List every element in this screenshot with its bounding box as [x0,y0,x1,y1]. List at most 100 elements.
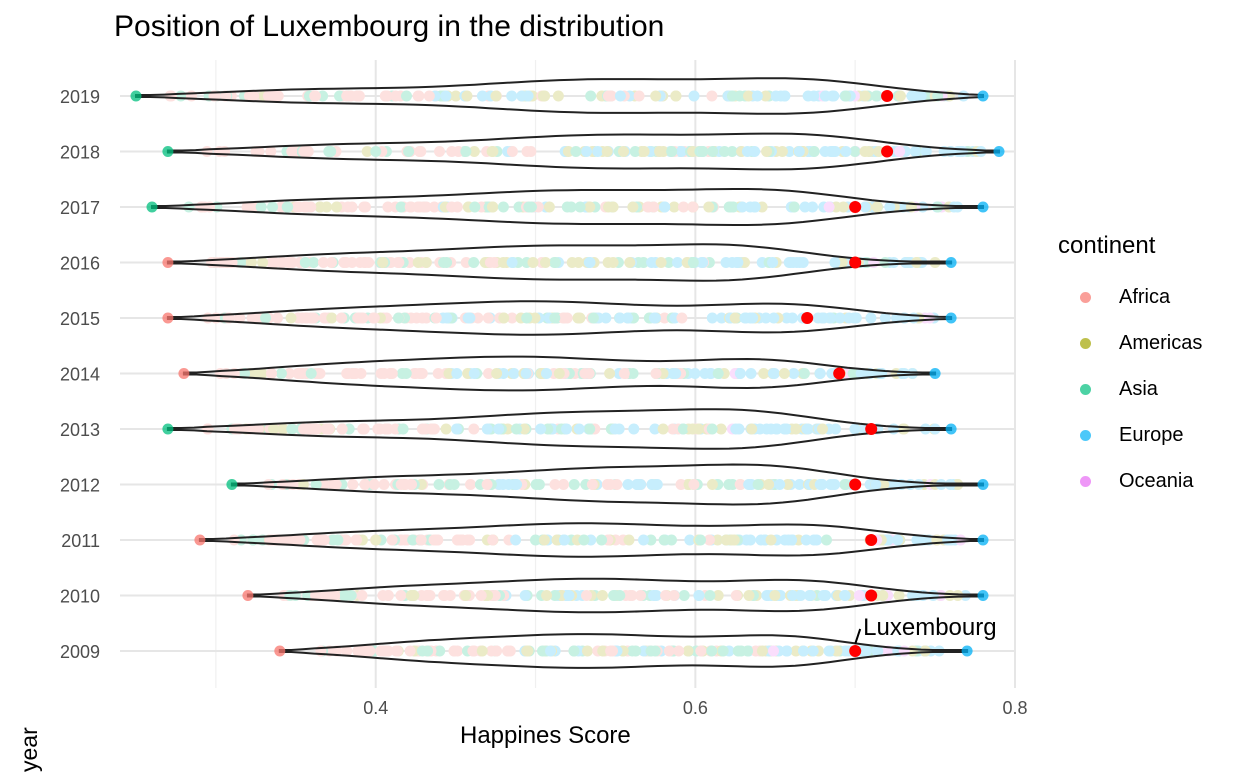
country-point [865,312,877,324]
country-point [476,645,488,657]
country-point [871,645,883,657]
legend-swatch [1080,337,1091,349]
country-point [739,312,751,324]
country-point [689,368,701,379]
country-point [460,146,472,157]
country-point [879,312,891,324]
country-point [688,479,700,490]
country-point [592,146,604,157]
country-point [291,201,303,213]
country-point [395,201,407,213]
country-point [452,645,463,657]
country-point [731,257,743,268]
country-point [521,312,533,324]
country-point [638,146,650,157]
min-country-point [178,368,190,379]
country-point [920,146,932,157]
country-point [907,368,918,379]
country-point [545,645,556,657]
country-point [814,368,826,379]
country-point [823,201,835,213]
luxembourg-point [865,589,878,602]
legend-swatch [1080,383,1091,395]
country-point [345,90,357,102]
country-point [440,90,452,102]
country-point [909,146,921,157]
country-point [468,368,480,379]
country-point [346,368,358,379]
country-point [743,90,754,102]
country-point [797,257,809,268]
country-point [704,590,716,601]
country-point [706,645,718,657]
country-point [286,423,298,435]
country-point [213,146,225,157]
country-point [823,645,835,657]
country-point [255,201,267,213]
min-country-point [162,423,174,435]
country-point [475,590,487,601]
country-point [386,368,398,379]
country-point [550,257,561,268]
country-point [483,368,495,379]
plot-area: 2009 2010 2011 2012 2013 2014 2015 2016 2017 2018… [60,60,1028,718]
country-point [790,423,802,435]
min-country-point [242,590,254,601]
y-axis-ticks: 2009 2010 2011 2012 2013 2014 2015 2016 2017 2018… [60,87,100,662]
country-point [411,312,423,324]
country-point [607,201,619,213]
country-point [301,201,313,213]
country-point [390,645,402,657]
y-axis-title: year [16,727,42,772]
x-axis-ticks: 0.4 0.6 0.8 [363,698,1027,718]
country-point [829,146,841,157]
country-point [716,312,728,324]
country-point [609,590,621,601]
country-point [250,146,262,157]
x-tick-label: 0.8 [1002,698,1027,718]
country-point [649,423,661,435]
country-point [260,312,272,324]
country-point [765,534,777,546]
legend-item: Africa [1058,274,1243,320]
country-point [395,590,407,601]
y-tick-label: 2018 [60,143,100,163]
country-point [717,645,729,657]
legend-title: continent [1058,232,1156,259]
country-point [518,423,530,435]
country-point [241,201,253,213]
country-point [490,90,502,102]
country-point [799,201,811,213]
country-point [308,257,320,268]
y-tick-label: 2015 [60,309,100,329]
country-point [778,368,790,379]
country-point [892,534,904,546]
country-point [341,645,353,657]
country-point [320,423,332,435]
country-point [468,257,480,268]
country-point [331,201,343,213]
country-point [277,423,289,435]
country-point [675,479,687,490]
country-point [587,312,599,324]
country-point [927,590,939,601]
legend-label: Asia [1119,377,1158,400]
country-point [368,312,380,324]
country-point [581,645,593,657]
country-point [266,368,277,379]
country-point [650,90,662,102]
min-country-point [146,201,158,213]
legend-items: Africa Americas Asia Europe Oceania [1058,274,1243,504]
country-point [668,201,680,213]
country-point [650,368,662,379]
country-point [183,201,195,213]
country-point [666,146,678,157]
country-point [642,201,654,213]
country-point [761,146,773,157]
country-point [596,534,608,546]
country-point [668,590,680,601]
chart-title: Position of Luxembourg in the distributi… [114,10,665,43]
country-point [421,590,433,601]
country-point [632,479,644,490]
country-point [294,368,306,379]
